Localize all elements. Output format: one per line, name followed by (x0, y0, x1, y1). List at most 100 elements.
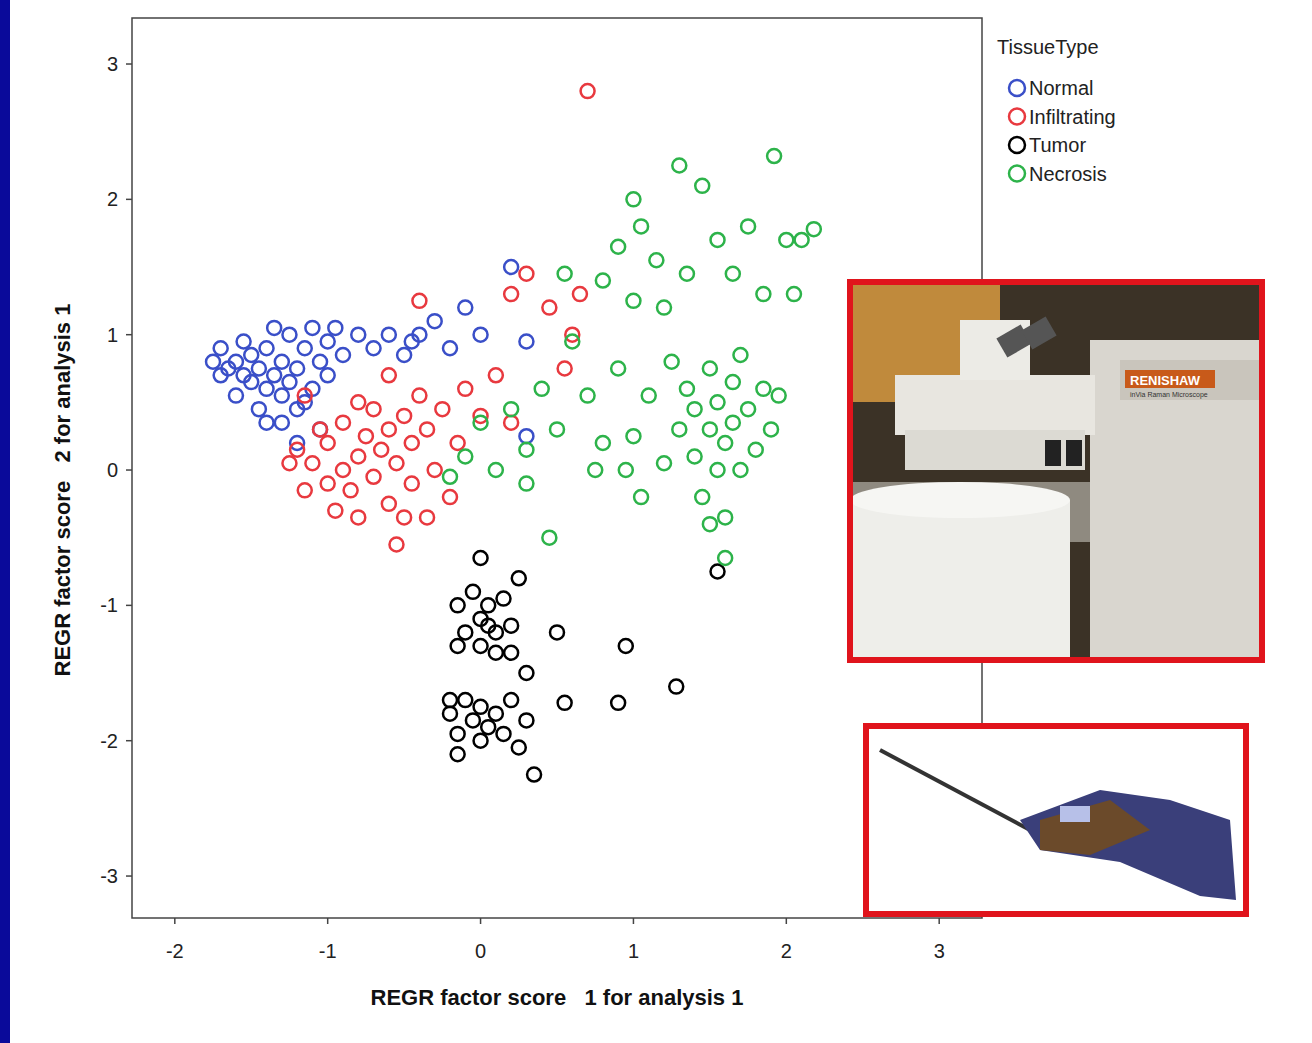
y-tick-label: 3 (107, 53, 118, 75)
point (657, 301, 671, 315)
point (412, 294, 426, 308)
point (535, 382, 549, 396)
point (214, 368, 228, 382)
point (290, 362, 304, 376)
photo-part (1060, 806, 1090, 822)
point (504, 693, 518, 707)
point (726, 267, 740, 281)
point (397, 409, 411, 423)
point (634, 219, 648, 233)
y-axis-title: REGR factor score 2 for analysis 1 (50, 304, 75, 677)
point (749, 443, 763, 457)
point (443, 707, 457, 721)
photo-cabinet-panel (1120, 360, 1262, 400)
point (382, 328, 396, 342)
point (321, 436, 335, 450)
y-tick (126, 875, 132, 877)
point (807, 222, 821, 236)
point (252, 402, 266, 416)
point (313, 355, 327, 369)
point (489, 368, 503, 382)
x-tick (480, 918, 482, 924)
photo-rod (880, 750, 1030, 830)
point (669, 680, 683, 694)
point (672, 422, 686, 436)
point (519, 443, 533, 457)
x-tick-label: 2 (781, 940, 792, 962)
point (298, 483, 312, 497)
point (344, 483, 358, 497)
point (466, 713, 480, 727)
legend-marker (1009, 80, 1025, 96)
x-tick-label: 0 (475, 940, 486, 962)
point (718, 436, 732, 450)
point (596, 436, 610, 450)
point (481, 598, 495, 612)
point (588, 463, 602, 477)
point (229, 389, 243, 403)
point (504, 402, 518, 416)
photo-knob (1066, 440, 1082, 466)
point (252, 362, 266, 376)
point (718, 551, 732, 565)
point (397, 510, 411, 524)
series-1 (282, 84, 594, 551)
point (282, 375, 296, 389)
x-tick (786, 918, 788, 924)
photo-model: inVia Raman Microscope (1130, 391, 1208, 399)
point (642, 389, 656, 403)
point (405, 436, 419, 450)
point (581, 389, 595, 403)
point (542, 531, 556, 545)
point (367, 341, 381, 355)
point (428, 314, 442, 328)
point (351, 395, 365, 409)
point (711, 395, 725, 409)
point (260, 341, 274, 355)
point (726, 375, 740, 389)
point (519, 477, 533, 491)
point (519, 713, 533, 727)
point (512, 571, 526, 585)
point (519, 666, 533, 680)
point (695, 179, 709, 193)
point (275, 389, 289, 403)
x-tick-label: 1 (628, 940, 639, 962)
point (504, 619, 518, 633)
point (634, 490, 648, 504)
point (672, 159, 686, 173)
x-tick (938, 918, 940, 924)
point (451, 639, 465, 653)
point (611, 696, 625, 710)
point (351, 449, 365, 463)
point (489, 646, 503, 660)
point (496, 727, 510, 741)
x-tick (327, 918, 329, 924)
photo-bg (850, 282, 1262, 660)
point (718, 510, 732, 524)
point (504, 646, 518, 660)
point (412, 389, 426, 403)
y-tick (126, 469, 132, 471)
point (741, 402, 755, 416)
point (359, 429, 373, 443)
photo-base (905, 430, 1085, 470)
point (474, 551, 488, 565)
point (619, 639, 633, 653)
photo-stage (895, 375, 1095, 435)
point (581, 84, 595, 98)
legend-label: Infiltrating (1029, 106, 1116, 128)
point (321, 368, 335, 382)
point (336, 463, 350, 477)
point (626, 192, 640, 206)
point (711, 463, 725, 477)
photo-border (850, 282, 1262, 660)
point (321, 477, 335, 491)
point (451, 727, 465, 741)
photo-eyepiece (1021, 316, 1056, 349)
point (726, 416, 740, 430)
point (680, 267, 694, 281)
photo-bg (866, 726, 1246, 914)
point (767, 149, 781, 163)
legend-marker (1009, 166, 1025, 182)
